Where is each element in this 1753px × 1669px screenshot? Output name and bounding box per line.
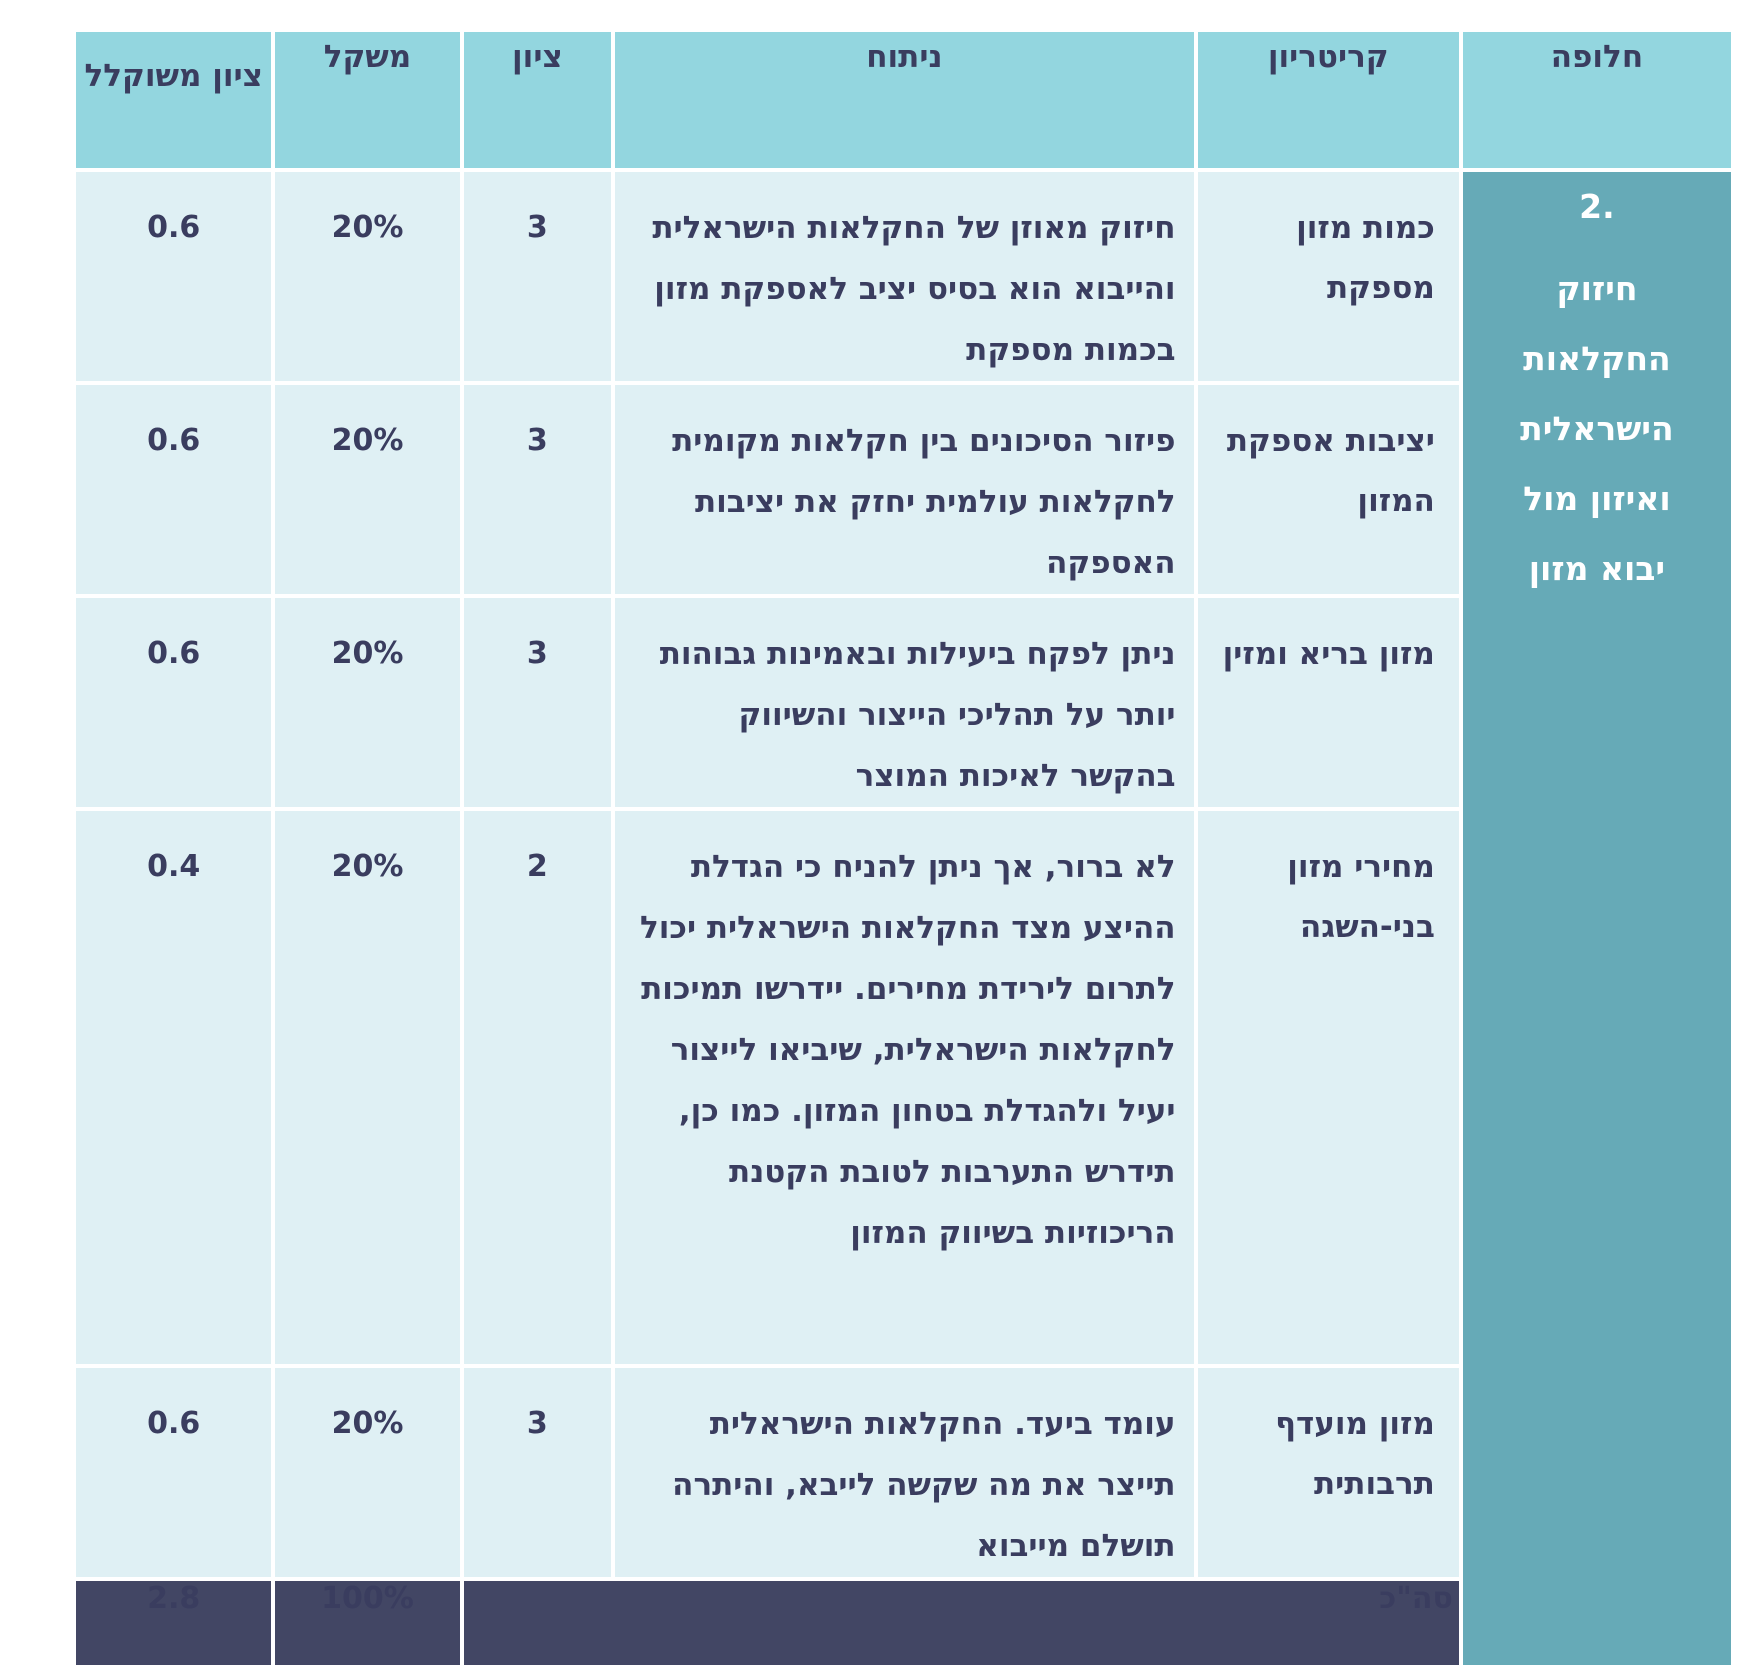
criterion-cell: יציבות אספקת המזון <box>1197 385 1459 594</box>
header-alternative: חלופה <box>1462 32 1731 168</box>
total-label-cell: סה"כ <box>463 1581 1459 1665</box>
decision-matrix-table: חלופה קריטריון ניתוח ציון משקל ציון משוק… <box>72 28 1735 1669</box>
table-row: יציבות אספקת המזון פיזור הסיכונים בין חק… <box>76 385 1731 594</box>
table-row: מזון בריא ומזין ניתן לפקח ביעילות ובאמינ… <box>76 598 1731 807</box>
alternative-number: 2. <box>1579 187 1615 226</box>
weighted-score-cell: 0.6 <box>76 385 272 594</box>
weight-cell: 20% <box>275 598 460 807</box>
weighted-score-cell: 0.6 <box>76 172 272 381</box>
alternative-cell: 2. חיזוק החקלאות הישראלית ואיזון מול יבו… <box>1462 172 1731 1665</box>
header-score: ציון <box>463 32 612 168</box>
criterion-cell: כמות מזון מספקת <box>1197 172 1459 381</box>
score-cell: 3 <box>463 385 612 594</box>
score-cell: 3 <box>463 172 612 381</box>
score-cell: 3 <box>463 1368 612 1577</box>
criterion-cell: מזון בריא ומזין <box>1197 598 1459 807</box>
total-label: סה"כ <box>1379 1581 1453 1616</box>
header-weight: משקל <box>275 32 460 168</box>
weighted-score-cell: 0.4 <box>76 811 272 1364</box>
table-row: מחירי מזון בני-השגה לא ברור, אך ניתן להנ… <box>76 811 1731 1364</box>
total-weighted-score-cell: 2.8 <box>76 1581 272 1665</box>
weight-cell: 20% <box>275 1368 460 1577</box>
table-row: מזון מועדף תרבותית עומד ביעד. החקלאות הי… <box>76 1368 1731 1577</box>
table-row: 2. חיזוק החקלאות הישראלית ואיזון מול יבו… <box>76 172 1731 1665</box>
criterion-cell: מחירי מזון בני-השגה <box>1197 811 1459 1364</box>
criterion-cell: מזון מועדף תרבותית <box>1197 1368 1459 1577</box>
header-weighted-score: ציון משוקלל <box>76 32 272 168</box>
weight-cell: 20% <box>275 385 460 594</box>
score-cell: 2 <box>463 811 612 1364</box>
weight-cell: 20% <box>275 172 460 381</box>
header-criterion: קריטריון <box>1197 32 1459 168</box>
score-cell: 3 <box>463 598 612 807</box>
analysis-cell: פיזור הסיכונים בין חקלאות מקומית לחקלאות… <box>615 385 1194 594</box>
header-row: חלופה קריטריון ניתוח ציון משקל ציון משוק… <box>76 32 1731 168</box>
total-weight-cell: 100% <box>275 1581 460 1665</box>
alternative-title: חיזוק החקלאות הישראלית ואיזון מול יבוא מ… <box>1520 269 1674 588</box>
weighted-score-cell: 0.6 <box>76 1368 272 1577</box>
weighted-score-cell: 0.6 <box>76 598 272 807</box>
analysis-cell: לא ברור, אך ניתן להניח כי הגדלת ההיצע מצ… <box>615 811 1194 1364</box>
weight-cell: 20% <box>275 811 460 1364</box>
analysis-cell: עומד ביעד. החקלאות הישראלית תייצר את מה … <box>615 1368 1194 1577</box>
analysis-cell: חיזוק מאוזן של החקלאות הישראלית והייבוא … <box>615 172 1194 381</box>
total-row: סה"כ 100% 2.8 <box>76 1581 1731 1665</box>
header-analysis: ניתוח <box>615 32 1194 168</box>
analysis-cell: ניתן לפקח ביעילות ובאמינות גבוהות יותר ע… <box>615 598 1194 807</box>
